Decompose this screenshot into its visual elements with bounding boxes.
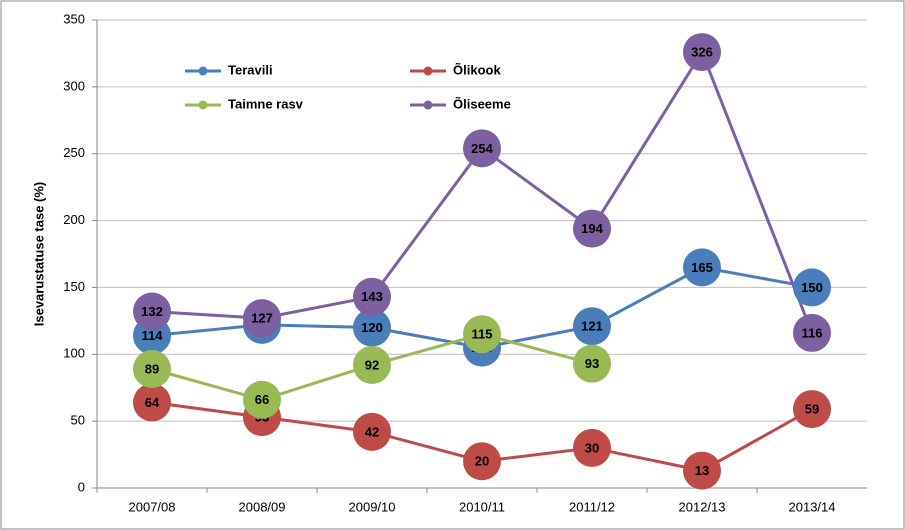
- legend-label: Õlikook: [453, 62, 501, 77]
- data-label: 132: [141, 304, 163, 319]
- data-label: 194: [581, 221, 603, 236]
- data-label: 66: [255, 392, 269, 407]
- legend-label: Taimne rasv: [228, 96, 304, 111]
- data-label: 89: [145, 361, 159, 376]
- data-point: [793, 313, 831, 352]
- data-label: 92: [365, 357, 379, 372]
- data-label: 165: [691, 260, 713, 275]
- y-tick-label: 300: [63, 78, 85, 93]
- data-point: [573, 344, 611, 383]
- data-point: [573, 428, 611, 467]
- legend-label: Teravili: [228, 62, 273, 77]
- x-tick-label: 2008/09: [239, 499, 286, 514]
- data-point: [683, 33, 721, 72]
- data-point: [463, 442, 501, 481]
- legend-marker: [423, 66, 433, 76]
- data-label: 30: [585, 440, 599, 455]
- legend-marker: [198, 100, 208, 110]
- data-point: [133, 349, 171, 388]
- x-tick-label: 2010/11: [459, 499, 505, 514]
- data-label: 93: [585, 356, 599, 371]
- x-tick-label: 2013/14: [789, 499, 836, 514]
- y-tick-label: 250: [63, 145, 85, 160]
- y-tick-label: 200: [63, 212, 85, 227]
- x-tick-label: 2011/12: [569, 499, 615, 514]
- data-label: 64: [145, 395, 160, 410]
- x-tick-label: 2007/08: [129, 499, 176, 514]
- data-label: 326: [691, 45, 713, 60]
- data-label: 20: [475, 454, 489, 469]
- data-point: [133, 292, 171, 331]
- data-label: 59: [805, 402, 819, 417]
- x-tick-label: 2012/13: [679, 499, 726, 514]
- data-label: 120: [361, 320, 383, 335]
- data-point: [353, 345, 391, 384]
- data-point: [243, 299, 281, 338]
- data-label: 115: [472, 327, 493, 342]
- data-label: 121: [581, 319, 603, 334]
- data-label: 127: [251, 311, 273, 326]
- legend-label: Õliseeme: [453, 96, 511, 111]
- data-label: 114: [142, 328, 164, 343]
- data-point: [353, 277, 391, 316]
- data-point: [793, 268, 831, 307]
- legend-marker: [423, 100, 433, 110]
- data-label: 42: [365, 424, 379, 439]
- y-tick-label: 100: [63, 346, 85, 361]
- data-label: 13: [695, 463, 709, 478]
- data-point: [463, 129, 501, 168]
- data-label: 150: [801, 280, 823, 295]
- data-point: [573, 307, 611, 346]
- data-point: [683, 248, 721, 287]
- y-tick-label: 350: [63, 11, 85, 26]
- data-point: [353, 308, 391, 347]
- data-point: [793, 390, 831, 429]
- legend-marker: [198, 66, 208, 76]
- y-tick-label: 150: [63, 279, 85, 294]
- data-point: [463, 315, 501, 354]
- data-label: 254: [471, 141, 493, 156]
- data-point: [353, 412, 391, 451]
- data-point: [573, 209, 611, 248]
- y-tick-label: 50: [71, 413, 85, 428]
- y-tick-label: 0: [78, 479, 85, 494]
- data-label: 143: [361, 289, 383, 304]
- data-point: [683, 451, 721, 490]
- data-point: [133, 383, 171, 422]
- data-label: 116: [802, 325, 823, 340]
- y-axis-label: Isevarustatuse tase (%): [31, 182, 46, 327]
- x-tick-label: 2009/10: [349, 499, 396, 514]
- data-point: [243, 380, 281, 419]
